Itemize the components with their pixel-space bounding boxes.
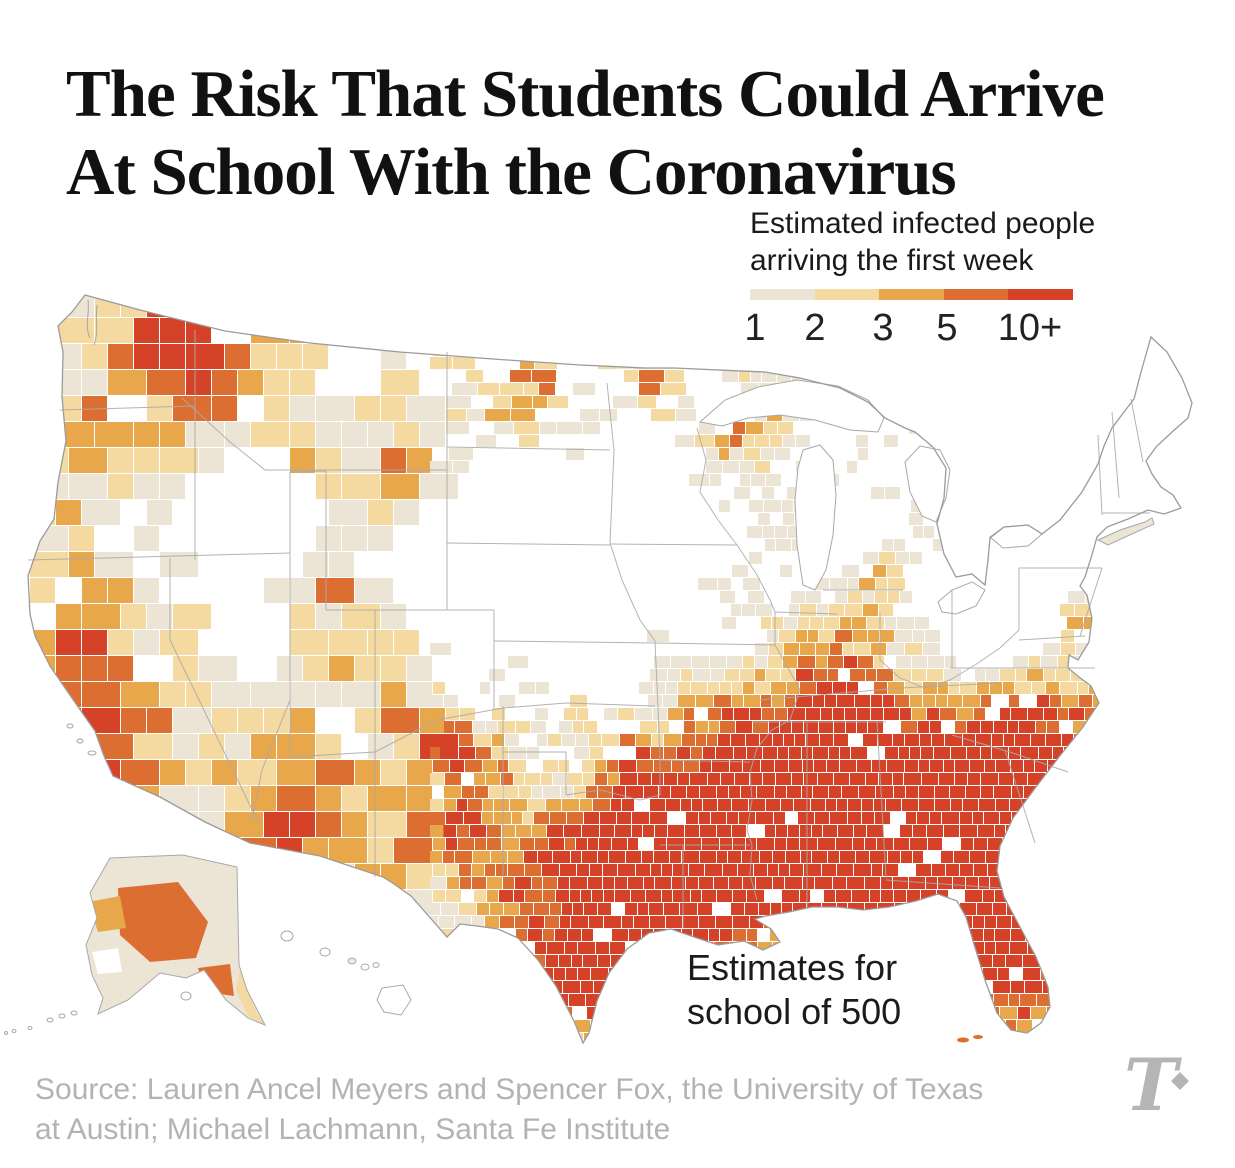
legend-title-line2: arriving the first week: [750, 244, 1034, 278]
legend-threshold-label: 2: [804, 307, 826, 349]
annotation-line1: Estimates for: [687, 947, 898, 988]
map-annotation: Estimates for school of 500: [687, 946, 901, 1034]
hawaii-islands: [280, 930, 412, 1016]
page-title-line1: The Risk That Students Could Arrive: [66, 56, 1105, 131]
legend-swatch: [943, 289, 1009, 300]
annotation-line2: school of 500: [687, 990, 902, 1032]
lake-erie: [937, 581, 986, 615]
map-legend: Estimated infected people arriving the fi…: [744, 205, 1170, 349]
lower48-outline: [27, 294, 1193, 1045]
source-credit: Source: Lauren Ancel Meyers and Spencer …: [35, 1070, 983, 1149]
legend-title: Estimated infected people arriving the fi…: [750, 205, 1170, 279]
lake-superior: [698, 379, 885, 433]
nyt-logo-icon: T: [1124, 1046, 1189, 1127]
lake-michigan: [794, 444, 837, 591]
source-line1: Source: Lauren Ancel Meyers and Spencer …: [35, 1073, 984, 1106]
puget-sound: [86, 299, 98, 346]
legend-title-line1: Estimated infected people: [750, 207, 1096, 240]
small-islands: [4, 723, 192, 1035]
legend-color-scale: [750, 289, 1073, 300]
florida-keys: [957, 1035, 983, 1043]
legend-threshold-label: 1: [744, 307, 766, 349]
alaska-outline: [85, 854, 267, 1026]
nyt-logo-diamond: [1171, 1072, 1189, 1090]
source-line2: at Austin; Michael Lachmann, Santa Fe In…: [35, 1112, 671, 1146]
legend-swatch: [879, 289, 944, 300]
state-borders: [27, 330, 1150, 928]
alaska: [86, 855, 265, 1025]
long-island: [1096, 517, 1155, 546]
nyt-logo-glyph: T: [1124, 1046, 1182, 1127]
page-title-line2: At School With the Coronavirus: [66, 135, 957, 210]
legend-swatch: [750, 289, 815, 300]
legend-swatch: [1008, 289, 1073, 300]
legend-threshold-labels: 1 2 3 5 10+: [744, 307, 1073, 351]
lake-huron: [904, 445, 951, 523]
page-title: The Risk That Students Could Arrive At Sc…: [66, 55, 1206, 212]
legend-swatch: [814, 289, 880, 300]
legend-threshold-label: 10+: [997, 307, 1063, 349]
legend-threshold-label: 5: [936, 307, 958, 349]
legend-threshold-label: 3: [872, 307, 894, 349]
